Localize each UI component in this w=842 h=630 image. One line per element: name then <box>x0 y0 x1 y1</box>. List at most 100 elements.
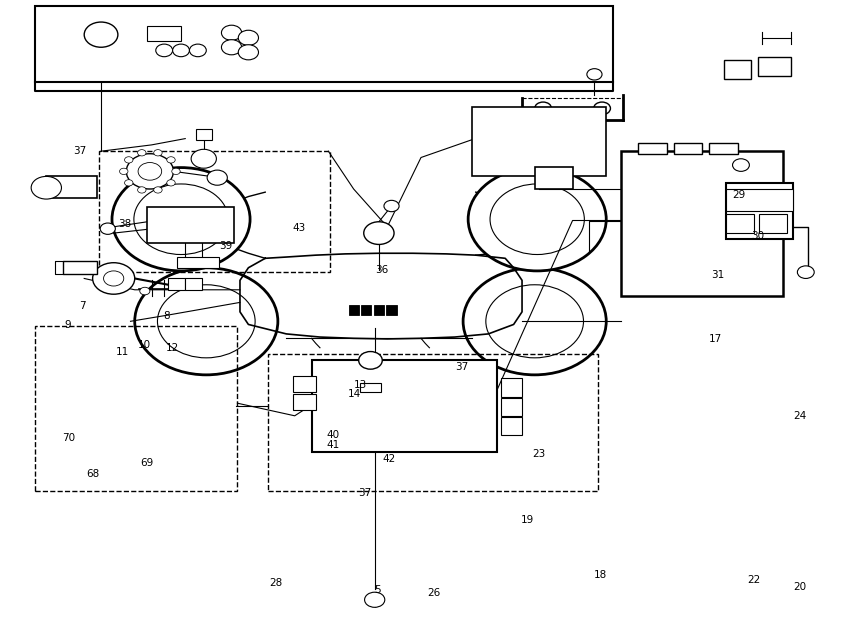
Circle shape <box>157 285 255 358</box>
Circle shape <box>120 168 128 175</box>
Text: 38: 38 <box>118 219 131 229</box>
Circle shape <box>31 176 61 199</box>
Text: 30: 30 <box>751 231 765 241</box>
Circle shape <box>364 222 394 244</box>
Bar <box>196 129 212 140</box>
Circle shape <box>238 30 258 45</box>
Circle shape <box>140 287 150 295</box>
Circle shape <box>126 154 173 189</box>
Bar <box>758 57 791 76</box>
Circle shape <box>365 592 385 607</box>
Text: 70: 70 <box>62 433 76 443</box>
Circle shape <box>125 157 133 163</box>
Text: 20: 20 <box>793 582 807 592</box>
Bar <box>268 354 598 491</box>
Circle shape <box>733 159 749 171</box>
Circle shape <box>134 184 228 255</box>
Circle shape <box>384 200 399 212</box>
Circle shape <box>207 170 227 185</box>
Circle shape <box>137 186 146 193</box>
Circle shape <box>100 223 115 234</box>
Bar <box>185 278 202 290</box>
Text: 5: 5 <box>374 585 381 595</box>
Circle shape <box>112 168 250 271</box>
Text: 13: 13 <box>354 380 367 390</box>
Circle shape <box>468 168 606 271</box>
Text: 37: 37 <box>73 146 87 156</box>
Circle shape <box>221 25 242 40</box>
Bar <box>147 207 234 243</box>
Text: 7: 7 <box>79 301 86 311</box>
Circle shape <box>156 44 173 57</box>
Text: 37: 37 <box>358 488 371 498</box>
Text: 68: 68 <box>86 469 99 479</box>
Bar <box>724 60 751 79</box>
Circle shape <box>535 102 552 115</box>
Text: 28: 28 <box>269 578 283 588</box>
Text: 41: 41 <box>327 440 340 450</box>
Circle shape <box>138 163 162 180</box>
Bar <box>361 305 371 315</box>
Bar <box>360 383 381 392</box>
Text: 29: 29 <box>733 190 746 200</box>
Bar <box>374 305 384 315</box>
Text: 10: 10 <box>138 340 152 350</box>
Circle shape <box>93 263 135 294</box>
Bar <box>293 376 316 392</box>
Bar <box>726 183 793 239</box>
Text: 12: 12 <box>166 343 179 353</box>
Circle shape <box>191 149 216 168</box>
Circle shape <box>490 184 584 255</box>
Text: 18: 18 <box>594 570 607 580</box>
Text: 8: 8 <box>163 311 170 321</box>
Bar <box>349 305 359 315</box>
Text: 9: 9 <box>64 320 71 330</box>
Text: 22: 22 <box>747 575 760 585</box>
Text: 39: 39 <box>219 241 232 251</box>
Circle shape <box>84 22 118 47</box>
Circle shape <box>137 150 146 156</box>
Bar <box>726 214 754 233</box>
Circle shape <box>154 186 163 193</box>
Bar <box>621 151 783 296</box>
Circle shape <box>238 45 258 60</box>
Bar <box>501 417 522 435</box>
Text: 11: 11 <box>116 347 130 357</box>
Bar <box>535 167 573 189</box>
Text: 36: 36 <box>375 265 388 275</box>
Bar <box>386 305 397 315</box>
Bar <box>674 143 702 154</box>
Circle shape <box>135 268 278 375</box>
Bar <box>759 214 787 233</box>
Bar <box>147 26 181 41</box>
Bar <box>501 378 522 397</box>
Bar <box>638 143 667 154</box>
Circle shape <box>173 44 189 57</box>
Text: 19: 19 <box>520 515 534 525</box>
Text: 31: 31 <box>711 270 724 280</box>
Text: © Partzilla.com: © Partzilla.com <box>610 312 737 381</box>
Bar <box>46 176 97 198</box>
Circle shape <box>221 40 242 55</box>
Bar <box>63 261 97 274</box>
Bar <box>709 143 738 154</box>
Circle shape <box>797 266 814 278</box>
Circle shape <box>587 69 602 80</box>
Bar <box>168 278 185 290</box>
Bar <box>472 107 606 176</box>
Circle shape <box>359 352 382 369</box>
Circle shape <box>594 102 610 115</box>
Bar <box>35 326 237 491</box>
Text: © Partzilla.com: © Partzilla.com <box>46 142 173 211</box>
Circle shape <box>189 44 206 57</box>
Circle shape <box>104 271 124 286</box>
Bar <box>35 6 613 82</box>
Circle shape <box>125 180 133 186</box>
Text: 37: 37 <box>456 362 469 372</box>
Text: 17: 17 <box>709 334 722 344</box>
Bar <box>312 360 497 452</box>
Text: 26: 26 <box>427 588 440 598</box>
Text: 40: 40 <box>327 430 340 440</box>
Text: 24: 24 <box>793 411 807 421</box>
Bar <box>99 151 330 272</box>
